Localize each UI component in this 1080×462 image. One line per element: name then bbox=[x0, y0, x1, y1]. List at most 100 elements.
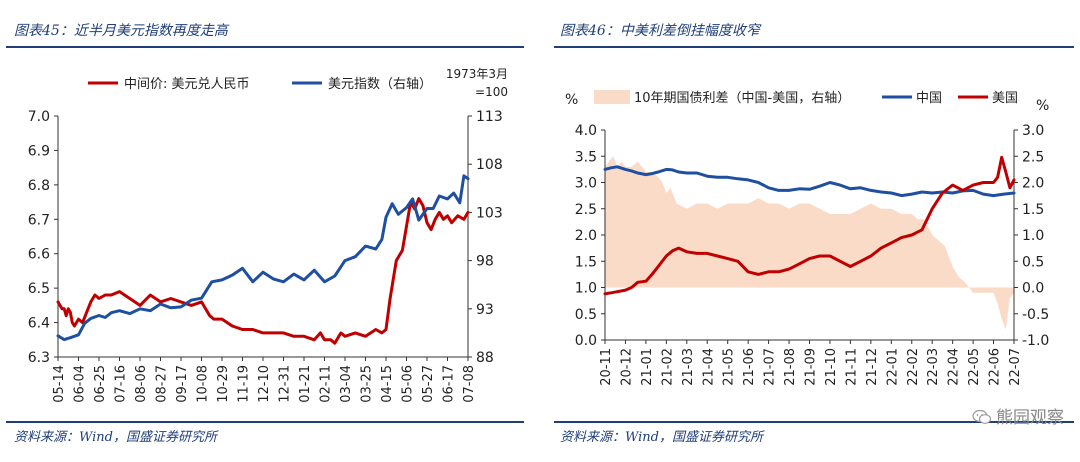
left-left-tick-label: 6.9 bbox=[28, 143, 50, 159]
left-right-tick-label: 103 bbox=[476, 205, 503, 221]
left-x-tick-label: 06-17 bbox=[442, 365, 457, 403]
left-right-axis-note-2: =100 bbox=[475, 85, 508, 99]
right-legend-label-2: 美国 bbox=[992, 91, 1018, 106]
right-source-rule bbox=[554, 421, 1074, 423]
right-x-tick-label: 21-11 bbox=[844, 348, 859, 386]
left-x-tick-label: 03-04 bbox=[339, 365, 354, 403]
right-left-tick-label: 4.0 bbox=[575, 123, 597, 139]
right-x-tick-label: 21-04 bbox=[701, 348, 716, 386]
right-right-tick-label: 2.5 bbox=[1022, 149, 1044, 165]
right-right-tick-label: 0.0 bbox=[1022, 281, 1044, 297]
left-left-tick-label: 6.6 bbox=[28, 247, 50, 263]
watermark: 熊园观察 bbox=[972, 403, 1064, 428]
right-right-tick-label: -0.5 bbox=[1022, 307, 1049, 323]
right-left-tick-label: 2.5 bbox=[575, 202, 597, 218]
left-x-tick-label: 10-29 bbox=[216, 365, 231, 403]
right-series-line-1 bbox=[603, 165, 1016, 198]
watermark-text: 熊园观察 bbox=[996, 408, 1064, 428]
left-source-rule bbox=[6, 421, 524, 423]
right-x-tick-label: 22-07 bbox=[1008, 348, 1023, 386]
left-x-tick-label: 05-14 bbox=[52, 365, 67, 403]
right-left-unit: % bbox=[565, 92, 578, 108]
right-x-tick-label: 21-03 bbox=[681, 348, 696, 386]
left-x-tick-label: 06-04 bbox=[73, 365, 88, 403]
right-legend-label-1: 中国 bbox=[916, 91, 942, 106]
left-left-tick-label: 6.4 bbox=[28, 316, 50, 332]
left-x-tick-label: 12-10 bbox=[257, 365, 272, 403]
left-x-tick-label: 09-17 bbox=[175, 365, 190, 403]
left-x-tick-label: 08-06 bbox=[134, 365, 149, 403]
right-x-tick-label: 22-05 bbox=[967, 348, 982, 386]
right-x-tick-label: 21-12 bbox=[865, 348, 880, 386]
right-right-tick-label: 3.0 bbox=[1022, 123, 1044, 139]
left-x-tick-label: 07-08 bbox=[462, 365, 477, 403]
left-chart-svg: 6.3 6.4 6.5 6.6 6.7 6.8 6.9 7.0 88 93 98 103 108 113 0… bbox=[28, 67, 508, 403]
left-legend-label-1: 美元指数（右轴） bbox=[328, 77, 432, 92]
right-x-tick-label: 22-04 bbox=[947, 348, 962, 386]
right-right-tick-label: 2.0 bbox=[1022, 176, 1044, 192]
right-x-tick-label: 21-10 bbox=[824, 348, 839, 386]
left-chart-title: 图表45：近半月美元指数再度走高 bbox=[14, 23, 228, 39]
right-x-tick-label: 21-06 bbox=[742, 348, 757, 386]
right-series-line-2 bbox=[603, 155, 1016, 296]
left-x-tick-label: 07-16 bbox=[114, 365, 129, 403]
left-left-tick-label: 6.3 bbox=[28, 350, 50, 366]
right-series-area-0 bbox=[605, 156, 1014, 330]
left-x-tick-label: 05-27 bbox=[421, 365, 436, 403]
right-x-tick-label: 20-12 bbox=[619, 348, 634, 386]
left-left-tick-label: 6.8 bbox=[28, 178, 50, 194]
right-chart-title: 图表46：中美利差倒挂幅度收窄 bbox=[560, 23, 760, 39]
right-legend-label-0: 10年期国债利差（中国-美国，右轴） bbox=[634, 91, 850, 106]
right-x-tick-label: 22-06 bbox=[988, 348, 1003, 386]
right-chart-svg: 0.0 0.5 1.0 1.5 2.0 2.5 3.0 3.5 4.0 -1.0 -0.5 0.0 0.… bbox=[565, 90, 1049, 386]
left-left-tick-label: 6.7 bbox=[28, 212, 50, 228]
right-x-tick-label: 22-01 bbox=[885, 348, 900, 386]
right-left-tick-label: 1.0 bbox=[575, 281, 597, 297]
left-x-tick-label: 05-06 bbox=[401, 365, 416, 403]
left-x-tick-label: 04-15 bbox=[380, 365, 395, 403]
left-source-note: 资料来源：Wind，国盛证券研究所 bbox=[14, 430, 217, 445]
left-right-tick-label: 113 bbox=[476, 109, 503, 125]
left-left-tick-label: 6.5 bbox=[28, 281, 50, 297]
left-x-tick-label: 06-25 bbox=[93, 365, 108, 403]
left-x-tick-label: 12-31 bbox=[278, 365, 293, 403]
right-x-tick-label: 21-02 bbox=[660, 348, 675, 386]
left-x-tick-label: 01-21 bbox=[298, 365, 313, 403]
left-left-tick-label: 7.0 bbox=[28, 109, 50, 125]
left-x-tick-label: 02-11 bbox=[319, 365, 334, 403]
left-chart-panel: 图表45：近半月美元指数再度走高 6.3 6.4 6.5 6.6 6.7 6.8 6.9 7.… bbox=[0, 0, 530, 462]
right-legend-swatch-0 bbox=[594, 90, 630, 104]
left-right-tick-label: 98 bbox=[476, 254, 494, 270]
left-right-tick-label: 93 bbox=[476, 302, 494, 318]
right-left-tick-label: 0.0 bbox=[575, 333, 597, 349]
right-left-tick-label: 2.0 bbox=[575, 228, 597, 244]
right-x-tick-label: 20-11 bbox=[599, 348, 614, 386]
left-x-tick-label: 03-25 bbox=[360, 365, 375, 403]
left-right-axis-note-1: 1973年3月 bbox=[446, 67, 508, 81]
right-chart-panel: 图表46：中美利差倒挂幅度收窄 0.0 0.5 1.0 1.5 2.0 2.5 3.0 3.5… bbox=[548, 0, 1080, 462]
right-x-tick-label: 22-03 bbox=[926, 348, 941, 386]
left-series-line-0 bbox=[56, 197, 470, 345]
left-legend-label-0: 中间价: 美元兑人民币 bbox=[124, 77, 250, 92]
right-x-tick-label: 21-09 bbox=[804, 348, 819, 386]
right-x-tick-label: 21-01 bbox=[640, 348, 655, 386]
right-x-tick-label: 21-07 bbox=[763, 348, 778, 386]
right-right-tick-label: -1.0 bbox=[1022, 333, 1049, 349]
right-x-tick-label: 21-08 bbox=[783, 348, 798, 386]
right-right-unit: % bbox=[1036, 98, 1049, 114]
right-right-tick-label: 1.5 bbox=[1022, 202, 1044, 218]
right-title-rule bbox=[554, 46, 1074, 48]
left-x-tick-label: 11-19 bbox=[237, 365, 252, 403]
left-x-tick-label: 10-08 bbox=[196, 365, 211, 403]
right-right-tick-label: 0.5 bbox=[1022, 254, 1044, 270]
right-right-tick-label: 1.0 bbox=[1022, 228, 1044, 244]
right-source-note: 资料来源：Wind，国盛证券研究所 bbox=[560, 430, 763, 445]
left-x-tick-label: 08-27 bbox=[155, 365, 170, 403]
right-left-tick-label: 1.5 bbox=[575, 254, 597, 270]
right-left-tick-label: 3.5 bbox=[575, 149, 597, 165]
left-title-rule bbox=[6, 46, 524, 48]
wechat-icon bbox=[972, 409, 992, 424]
right-x-tick-label: 22-02 bbox=[906, 348, 921, 386]
left-series-line-1 bbox=[56, 174, 470, 342]
right-left-tick-label: 3.0 bbox=[575, 176, 597, 192]
